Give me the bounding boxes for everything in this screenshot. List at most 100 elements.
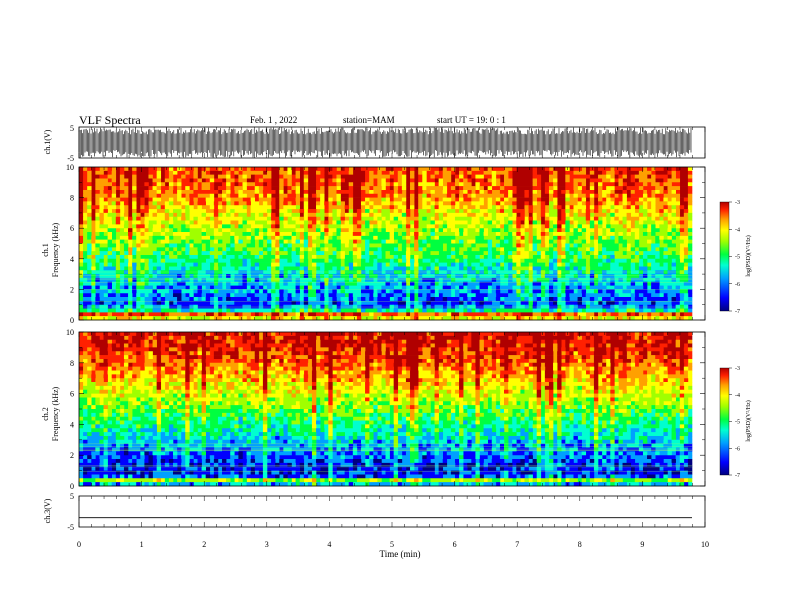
- spectrogram-cells: [185, 451, 554, 456]
- y-tick-label: 2: [70, 451, 74, 460]
- spectrogram-cells: [83, 347, 689, 352]
- spectrogram-cells: [107, 370, 693, 375]
- spectrogram-cells: [83, 382, 693, 387]
- spectrogram-cells: [123, 447, 129, 452]
- spectrogram-cells: [111, 193, 648, 198]
- colorbar-ch1-label: log(PSD)(V²/Hz): [745, 235, 752, 276]
- spectrogram-cells: [99, 258, 693, 263]
- spectrogram-cells: [123, 343, 681, 348]
- spectrogram-cells: [79, 424, 689, 429]
- spectrogram-cells: [516, 243, 521, 248]
- spectrogram-cells: [83, 466, 693, 471]
- spectrogram-cells: [610, 254, 615, 260]
- time-axis-ticks: [78, 127, 706, 527]
- spectrogram-cells: [83, 474, 681, 479]
- y-tick-label: 4: [70, 255, 74, 264]
- spectrogram-cells: [87, 232, 681, 237]
- spectrogram-cells: [156, 382, 599, 387]
- spectrogram-cells: [79, 432, 672, 437]
- spectrogram-cells: [95, 447, 685, 452]
- spectrogram-cells: [271, 316, 562, 321]
- spectrogram-cells: [87, 212, 689, 218]
- spectrogram-cells: [99, 412, 689, 417]
- colorbar-tick-label: -7: [735, 309, 740, 315]
- time-axis-tick-labels: 0 1 2 3 4 5 6 7 8 9 10: [77, 540, 709, 549]
- x-tick-label: 1: [140, 540, 144, 549]
- date-label: Feb. 1 , 2022: [250, 115, 298, 125]
- spectrogram-cells: [99, 293, 685, 298]
- spectrogram-cells: [95, 366, 681, 371]
- spectrogram-cells: [410, 455, 542, 460]
- colorbar-tick-label: -4: [735, 393, 740, 399]
- spectrogram-cells: [79, 478, 689, 483]
- spectrogram-cells: [99, 304, 689, 309]
- x-tick-label: 0: [77, 540, 81, 549]
- spectrogram-cells: [87, 197, 693, 202]
- spectrogram-cells: [95, 239, 689, 244]
- spectrogram-cells: [79, 482, 693, 487]
- station-label: station=MAM: [343, 115, 395, 125]
- spectrogram-cells: [83, 432, 693, 437]
- spectrogram-cells: [79, 300, 693, 306]
- spectrogram-cells: [340, 251, 685, 256]
- spectrogram-cells: [79, 189, 689, 195]
- spectrogram-cells: [99, 439, 685, 444]
- spectrogram-cells: [95, 182, 672, 187]
- spectrogram-cells: [83, 478, 668, 483]
- spectrogram-cells: [107, 239, 672, 244]
- spectrogram-cells: [311, 409, 317, 414]
- y-tick-label: 6: [70, 390, 74, 399]
- spectrogram-cells: [107, 193, 664, 198]
- spectrogram-cells: [152, 308, 693, 313]
- spectrogram-cells: [87, 262, 693, 267]
- spectrogram-cells: [83, 362, 693, 367]
- spectrogram-cells: [91, 374, 627, 379]
- spectrogram-cells: [83, 189, 672, 195]
- spectrogram-cells: [177, 297, 676, 302]
- colorbar-tick-label: -4: [735, 227, 740, 233]
- spectrogram-cells: [95, 401, 689, 406]
- waveform-ch1-panel: 5 -5 ch.1(V): [43, 124, 706, 163]
- spectrogram-cells: [103, 439, 689, 444]
- spectrogram-cells: [79, 435, 689, 441]
- ch3-ytick-top: 5: [70, 492, 74, 501]
- colorbar-ch2-ticks: -3 -4 -5 -6 -7: [729, 366, 740, 479]
- spectrogram-cells: [87, 216, 693, 221]
- spectrogram-cells: [95, 397, 689, 402]
- spectrogram-cells: [79, 374, 689, 379]
- spectrogram-cells: [91, 451, 693, 456]
- spectrogram-cells: [83, 374, 693, 379]
- spectrogram-cells: [83, 405, 693, 410]
- spectrogram-cells: [307, 285, 313, 290]
- spectrogram-cells: [107, 235, 689, 240]
- spectrogram-cells: [164, 209, 648, 214]
- spectrogram-cells: [103, 435, 676, 441]
- spectrogram-cells: [87, 382, 681, 387]
- spectrogram-cells: [83, 366, 693, 371]
- spectrogram-cells: [111, 201, 554, 206]
- spectrogram-cells: [79, 451, 689, 456]
- spectrogram-cells: [83, 300, 681, 306]
- x-tick-label: 10: [701, 540, 709, 549]
- spectrogram-cells: [91, 355, 693, 360]
- spectrogram-cells: [119, 393, 676, 398]
- spectrogram-cells: [79, 459, 681, 464]
- spectrogram-ch2-channel-label: ch.2: [41, 407, 50, 421]
- spectrogram-cells: [91, 335, 693, 340]
- waveform-ch3-ylabel: ch.3(V): [43, 498, 52, 523]
- spectrogram-cells: [91, 274, 689, 279]
- spectrogram-cells: [99, 205, 693, 210]
- spectrogram-cells: [83, 281, 685, 286]
- spectrogram-cells: [128, 308, 685, 313]
- spectrogram-cells: [95, 297, 681, 302]
- spectrogram-cells: [79, 405, 689, 410]
- spectrogram-cells: [99, 216, 689, 221]
- chart-title: VLF Spectra: [79, 113, 141, 127]
- spectrogram-cells: [83, 447, 693, 452]
- spectrogram-cells: [115, 216, 599, 221]
- spectrogram-cells: [79, 343, 689, 348]
- spectrogram-cells: [83, 193, 693, 198]
- spectrogram-cells: [593, 435, 599, 441]
- spectrogram-cells: [79, 474, 693, 479]
